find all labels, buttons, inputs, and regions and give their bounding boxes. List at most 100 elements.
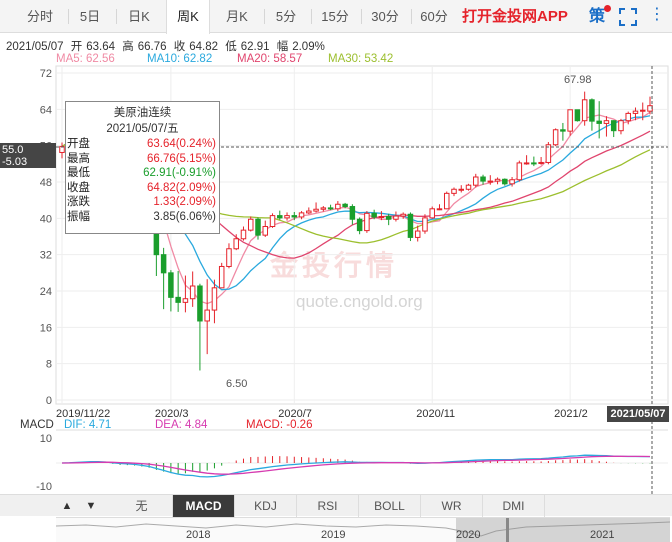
candle-body — [589, 99, 595, 122]
tooltip-row: 振幅 3.85(6.06%) — [66, 210, 219, 225]
y-tick-label: 8 — [46, 359, 52, 371]
candle-body — [516, 162, 523, 181]
scroll-up-button[interactable]: ▲ — [61, 500, 73, 512]
ma10-legend: MA10: 62.82 — [147, 53, 213, 65]
candle-body — [349, 206, 356, 220]
tab-60min[interactable]: 60分 — [420, 9, 448, 24]
indicator-kdj-tab[interactable]: KDJ — [235, 495, 297, 517]
candle-body — [277, 215, 283, 219]
tab-monthly-k[interactable]: 月K — [226, 9, 248, 24]
navigator-handle[interactable] — [506, 518, 509, 542]
candle-body — [385, 216, 392, 220]
tab-divider — [411, 9, 412, 24]
indicator-dmi-tab[interactable]: DMI — [483, 495, 545, 517]
tooltip-row: 收盘 64.82(2.09%) — [66, 181, 219, 196]
tab-divider — [68, 9, 69, 24]
y-tick-label: 48 — [40, 177, 52, 189]
ohlc-tooltip: 美原油连续 2021/05/07/五 开盘 63.64(0.24%) 最高 66.76… — [65, 101, 220, 234]
candle-body — [422, 217, 428, 232]
candle-body — [574, 109, 581, 122]
tooltip-value: 62.91(-0.91%) — [143, 167, 216, 179]
indicator-none-tab[interactable]: 无 — [111, 495, 173, 517]
candle-body — [226, 248, 232, 267]
macd-panel: 10 -10 — [36, 429, 668, 493]
tab-30min[interactable]: 30分 — [371, 9, 399, 24]
quote-summary: 2021/05/07 开 63.64 高 66.76 收 64.82 低 62.91 幅… — [6, 38, 329, 54]
navigator-window[interactable] — [456, 518, 670, 542]
candle-body — [211, 287, 218, 311]
candle-body — [342, 203, 348, 208]
tab-intraday[interactable]: 分时 — [26, 9, 53, 24]
candle-body — [523, 162, 530, 165]
indicator-boll-tab[interactable]: BOLL — [359, 495, 421, 517]
candle-body — [327, 207, 334, 210]
range-navigator[interactable]: 2018 2019 2020 2021 — [56, 517, 670, 542]
tab-5day[interactable]: 5日 — [79, 9, 101, 24]
dea-line — [62, 455, 651, 475]
tab-daily-k[interactable]: 日K — [128, 9, 150, 24]
candle-body — [429, 208, 435, 219]
tooltip-row: 开盘 63.64(0.24%) — [66, 137, 219, 152]
candle-body — [306, 210, 312, 214]
candle-body — [255, 218, 261, 236]
navigator-year: 2020 — [456, 529, 481, 541]
candle-body — [313, 208, 319, 212]
low-label: 低 — [225, 41, 237, 53]
candle-body — [458, 188, 465, 191]
indicator-rsi-tab[interactable]: RSI — [297, 495, 359, 517]
candle-body — [247, 218, 254, 231]
open-app-link[interactable]: 打开金投网APP — [462, 8, 568, 25]
fullscreen-icon[interactable] — [619, 8, 637, 26]
candle-body — [378, 216, 385, 219]
high-label: 高 — [122, 41, 134, 53]
y-tick-label: 0 — [46, 395, 52, 407]
candle-body — [581, 99, 588, 122]
candle-body — [160, 254, 167, 274]
indicator-wr-tab[interactable]: WR — [421, 495, 483, 517]
tooltip-value: 1.33(2.09%) — [153, 196, 216, 208]
tooltip-key: 最高 — [67, 152, 90, 165]
indicator-macd-tab[interactable]: MACD — [173, 495, 235, 517]
y-tick-label: 24 — [40, 286, 52, 298]
candle-body — [436, 208, 443, 211]
candle-body — [465, 184, 472, 190]
x-tick-label: 2021/2 — [554, 408, 588, 420]
y-tick-label: 32 — [40, 250, 52, 262]
candle-body — [371, 212, 377, 218]
candle-body — [233, 238, 239, 250]
candle-body — [175, 296, 181, 303]
tab-5min[interactable]: 5分 — [275, 9, 297, 24]
candle-body — [625, 112, 631, 122]
candle-body — [364, 212, 370, 232]
tab-15min[interactable]: 15分 — [321, 9, 349, 24]
tab-weekly-k[interactable]: 周K — [166, 0, 210, 34]
candle-body — [487, 180, 494, 183]
tooltip-value: 66.76(5.15%) — [146, 152, 216, 165]
notification-dot — [604, 5, 612, 12]
candle-body — [509, 179, 515, 185]
candle-body — [189, 285, 196, 300]
tooltip-row: 最高 66.76(5.15%) — [66, 152, 219, 167]
candle-body — [560, 129, 566, 132]
crosshair-price-tag: 55.0 -5.03 — [0, 143, 56, 168]
candle-body — [494, 178, 501, 182]
tab-divider — [311, 9, 312, 24]
candle-body — [356, 218, 363, 232]
strategy-button[interactable]: 策 — [589, 0, 612, 33]
navigator-year: 2018 — [186, 529, 211, 541]
candle-body — [240, 229, 247, 240]
candle-body — [218, 265, 225, 289]
more-dots-icon[interactable]: ⋮ — [649, 6, 665, 23]
navigator-sparkline — [56, 521, 670, 537]
candle-body — [596, 120, 602, 124]
tooltip-key: 开盘 — [67, 138, 90, 150]
candle-body — [298, 212, 305, 218]
close-label: 收 — [173, 41, 186, 53]
macd-y-tick: 10 — [40, 433, 52, 445]
candle-body — [262, 226, 269, 236]
y-tick-label: 64 — [40, 104, 52, 116]
candle-body — [443, 192, 450, 210]
scroll-down-button[interactable]: ▼ — [85, 500, 97, 512]
open-label: 开 — [70, 41, 83, 53]
macd-y-tick: -10 — [36, 481, 52, 493]
